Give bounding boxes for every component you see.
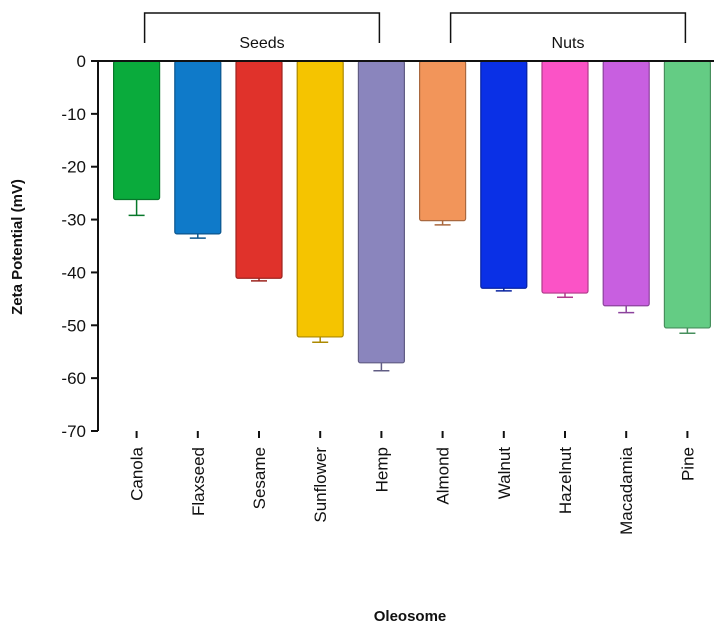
x-tick-label: Pine [678,447,697,481]
x-tick-label: Sunflower [311,447,330,523]
bar-hazelnut [541,60,589,294]
error-bar-macadamia [618,305,635,314]
error-bar-flaxseed [189,233,206,239]
y-tick-label: -20 [61,158,86,177]
error-bar-sunflower [312,336,329,343]
error-bar-canola [128,199,145,217]
error-bar-walnut [495,288,512,292]
y-tick-label: -60 [61,369,86,388]
x-tick-label: Sesame [250,447,269,509]
bar-almond [419,60,467,222]
bar-sunflower [296,60,344,338]
x-axis-title: Oleosome [374,608,447,625]
group-bracket-nuts [449,12,687,43]
y-tick-label: -40 [61,263,86,282]
group-bracket-seeds [143,12,381,43]
bar-canola [112,60,161,201]
x-tick-label: Hemp [372,447,391,492]
y-tick-label: -70 [61,422,86,441]
bracket-line [143,12,381,43]
group-label: Nuts [552,35,585,52]
group-label: Seeds [239,35,284,52]
bracket-line [449,12,687,43]
x-tick-label: Walnut [495,447,514,500]
x-tick-label: Flaxseed [189,447,208,516]
error-bar-sesame [251,278,267,282]
x-tick-label: Hazelnut [556,447,575,514]
bars-layer [112,60,712,372]
y-axis-title: Zeta Potential (mV) [9,179,26,315]
error-bar-hazelnut [557,293,573,299]
x-tick-label: Canola [128,446,147,500]
axes-layer [91,12,714,438]
x-tick-label: Macadamia [617,446,636,534]
error-bar-almond [434,220,451,226]
y-tick-label: -50 [61,316,86,335]
bar-flaxseed [174,60,222,235]
y-tick-label: -10 [61,105,86,124]
bar-sesame [235,60,283,279]
y-tick-label: -30 [61,211,86,230]
x-tick-label: Almond [434,447,453,505]
error-bar-pine [679,327,696,334]
error-bar-hemp [373,362,390,372]
labels-layer: 0 -10 -20 -30 -40 -50 -60 -70 Canola Flaxseed Sesa… [61,35,697,535]
bar-macadamia [602,60,650,307]
bar-hemp [357,60,405,364]
y-tick-label: 0 [77,52,86,71]
bar-pine [663,60,712,329]
bar-walnut [480,60,528,289]
